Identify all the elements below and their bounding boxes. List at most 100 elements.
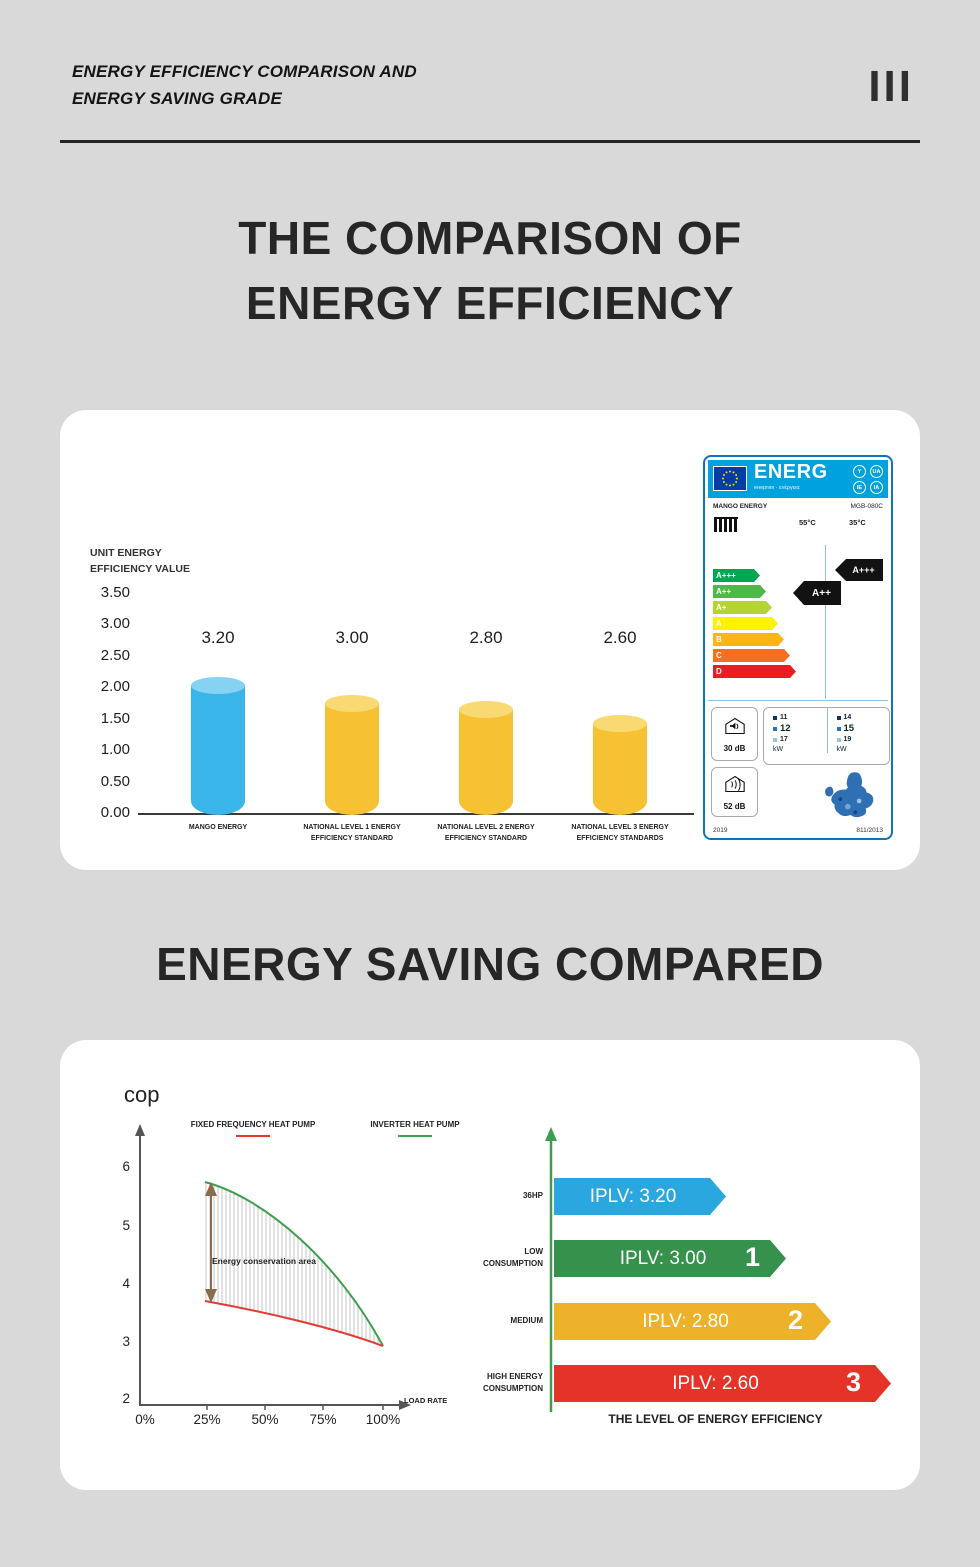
level-banner-high: IPLV: 2.60 3: [554, 1365, 891, 1402]
conservation-area-fill: [205, 1182, 383, 1346]
bar-category-label: NATIONAL LEVEL 1 ENERGY EFFICIENCY STAND…: [303, 824, 401, 842]
temp-left: 55°C: [799, 518, 816, 527]
language-badge: UA: [870, 465, 883, 478]
bar-national-level-1: [325, 695, 379, 815]
level-rank-1: 1: [744, 1242, 760, 1272]
language-badge: IE: [853, 481, 866, 494]
bar-chart-ylabel: UNIT ENERGY EFFICIENCY VALUE: [90, 547, 190, 575]
level-banner-medium: IPLV: 2.80 2: [554, 1303, 831, 1340]
y-tick-label: 1.00: [100, 741, 130, 758]
legend-inverter: INVERTER HEAT PUMP: [370, 1120, 460, 1129]
kw-column-35: 14 15 19 kW: [826, 708, 890, 753]
language-badge: IA: [870, 481, 883, 494]
rating-arrow-c: C: [713, 649, 790, 662]
eu-energy-label: ENERG енергия · ενέργεια Y UA IE IA MANG…: [703, 455, 893, 840]
level-label-high: HIGH ENERGY CONSUMPTION: [483, 1372, 543, 1393]
y-tick-label: 2.00: [100, 678, 130, 695]
noise-outdoor-value: 52 dB: [723, 801, 746, 811]
cop-axis-title: cop: [124, 1082, 160, 1107]
bar-value-label: 2.60: [603, 628, 637, 647]
cop-y-axis-arrow: [135, 1124, 145, 1136]
rating-arrow-a++: A++: [713, 585, 766, 598]
selected-rating-left: A++: [793, 581, 841, 605]
cop-x-axis-arrow: [399, 1400, 411, 1410]
section1-title-line2: ENERGY EFFICIENCY: [245, 277, 735, 330]
eu-flag-icon: [713, 466, 747, 491]
rating-arrow-b: B: [713, 633, 784, 646]
legend-line-red: [236, 1135, 270, 1137]
legend-line-green: [398, 1135, 432, 1137]
noise-indoor-value: 30 dB: [723, 743, 746, 753]
bar-national-level-3: [593, 715, 647, 815]
energy-label-subtext: енергия · ενέργεια: [754, 485, 800, 491]
level-label-36hp: 36HP: [522, 1191, 543, 1200]
legend-fixed-frequency: FIXED FREQUENCY HEAT PUMP: [190, 1120, 316, 1129]
rating-arrow-a: A: [713, 617, 778, 630]
cop-y-tick: 2: [122, 1391, 130, 1406]
label-column-divider: [825, 545, 826, 699]
level-label-medium: MEDIUM: [510, 1316, 543, 1325]
page-marker: III: [868, 62, 914, 111]
efficiency-comparison-card: UNIT ENERGY EFFICIENCY VALUE 3.50 3.00 2…: [60, 410, 920, 870]
rating-arrow-a+: A+: [713, 601, 772, 614]
cop-y-tick: 6: [122, 1159, 130, 1174]
levels-caption: THE LEVEL OF ENERGY EFFICIENCY: [608, 1412, 823, 1426]
level-label-low: LOW CONSUMPTION: [483, 1247, 543, 1268]
cop-x-tick: 0%: [135, 1412, 155, 1427]
level-banner-36hp: IPLV: 3.20: [554, 1178, 726, 1215]
cop-y-tick: 3: [122, 1334, 130, 1349]
header-divider: [60, 140, 920, 143]
rating-arrow-a+++: A+++: [713, 569, 760, 582]
language-badges: Y UA IE IA: [853, 465, 884, 494]
y-tick-label: 3.50: [100, 584, 130, 601]
header-title-line2: ENERGY SAVING GRADE: [72, 89, 283, 109]
bar-chart-x-axis: [138, 813, 694, 815]
noise-outdoor-box: 52 dB: [711, 767, 758, 817]
temp-right: 35°C: [849, 518, 866, 527]
cop-y-tick: 5: [122, 1218, 130, 1233]
level-rank-2: 2: [787, 1305, 803, 1335]
label-model: MGB-080C: [850, 503, 883, 510]
level-rank-3: 3: [845, 1367, 861, 1397]
page-header: ENERGY EFFICIENCY COMPARISON AND ENERGY …: [72, 58, 417, 112]
cop-x-tick: 50%: [251, 1412, 279, 1427]
inverter-curve: [204, 1181, 384, 1347]
y-tick-label: 1.50: [100, 710, 130, 727]
label-brand: MANGO ENERGY: [713, 503, 768, 510]
energy-label-header: ENERG енергия · ενέργεια Y UA IE IA: [708, 460, 888, 498]
conservation-area-annotation: Energy conservation area: [212, 1256, 316, 1266]
bar-category-label: NATIONAL LEVEL 2 ENERGY EFFICIENCY STAND…: [437, 824, 535, 842]
selected-rating-right: A+++: [835, 559, 883, 581]
speaker-icon: [722, 716, 748, 741]
cop-x-tick: 25%: [193, 1412, 221, 1427]
noise-indoor-box: 30 dB: [711, 707, 758, 761]
bar-value-label: 3.00: [335, 628, 369, 647]
bar-national-level-2: [459, 701, 513, 815]
label-year: 2019: [713, 827, 728, 834]
header-title-line1: ENERGY EFFICIENCY COMPARISON AND: [72, 62, 417, 81]
energy-label-word: ENERG: [754, 461, 828, 483]
cop-x-tick: 75%: [309, 1412, 337, 1427]
kw-ratings-box: 11 12 17 kW 14 15 19 kW: [763, 707, 890, 765]
energy-saving-card: cop FIXED FREQUENCY HEAT PUMP INVERTER H…: [60, 1040, 920, 1490]
y-tick-label: 3.00: [100, 615, 130, 632]
label-regulation: 811/2013: [856, 827, 883, 834]
section1-title: THE COMPARISON OF ENERGY EFFICIENCY: [0, 206, 980, 337]
section2-title: ENERGY SAVING COMPARED: [156, 938, 824, 990]
language-badge: Y: [853, 465, 866, 478]
bar-mango-energy: [191, 677, 245, 815]
rating-arrow-d: D: [713, 665, 796, 678]
sound-waves-icon: [722, 774, 748, 799]
cop-chart-canvas: [135, 1124, 557, 1412]
y-tick-label: 2.50: [100, 647, 130, 664]
y-tick-label: 0.50: [100, 773, 130, 790]
y-tick-label: 0.00: [100, 804, 130, 821]
eu-map: [804, 769, 886, 831]
bar-category-label: MANGO ENERGY: [188, 824, 248, 831]
cop-x-tick: 100%: [365, 1412, 401, 1427]
kw-column-55: 11 12 17 kW: [773, 714, 791, 753]
bar-value-label: 2.80: [469, 628, 503, 647]
bar-value-label: 3.20: [201, 628, 235, 647]
level-banner-low: IPLV: 3.00 1: [554, 1240, 786, 1277]
cop-y-tick: 4: [122, 1276, 130, 1291]
